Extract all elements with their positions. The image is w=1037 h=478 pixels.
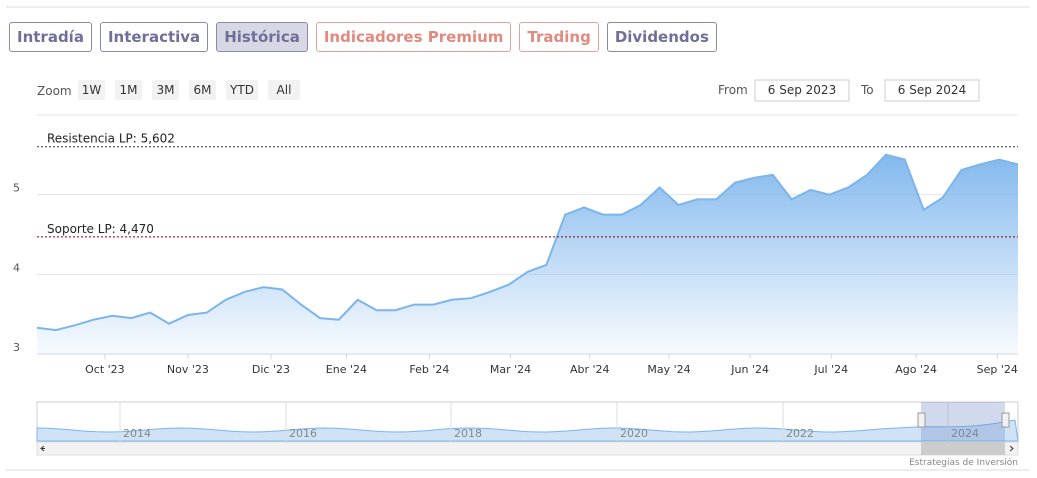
- x-tick-label: Jul '24: [813, 363, 848, 376]
- scroll-left[interactable]: [40, 445, 45, 452]
- x-tick-label: Abr '24: [570, 363, 610, 376]
- zoom-button[interactable]: [189, 80, 216, 100]
- y-tick-label: 4: [13, 261, 20, 274]
- navigator-label: 2014: [123, 427, 151, 440]
- zoom-button-label: YTD: [229, 83, 254, 97]
- zoom-button-label: 1M: [120, 83, 138, 97]
- x-tick-label: Oct '23: [85, 363, 125, 376]
- scroll-right[interactable]: [1009, 445, 1014, 452]
- x-tick-label: Jun '24: [730, 363, 769, 376]
- area: [37, 154, 1018, 354]
- x-tick-label: Ago '24: [895, 363, 937, 376]
- tab[interactable]: Histórica: [216, 22, 308, 52]
- from-date: 6 Sep 2023: [768, 83, 836, 97]
- x-tick-label: Dic '23: [252, 363, 290, 376]
- tab[interactable]: Interactiva: [99, 22, 209, 52]
- zoom-button[interactable]: [268, 80, 300, 100]
- plot-line-label: Soporte LP: 4,470: [47, 222, 154, 236]
- navigator-series: [36, 419, 1019, 442]
- navigator-label: 2016: [289, 427, 317, 440]
- zoom-button[interactable]: [226, 80, 258, 100]
- navigator-handle[interactable]: [917, 412, 926, 428]
- tab[interactable]: Trading: [519, 22, 599, 52]
- navigator-label: 2022: [786, 427, 814, 440]
- tab-bar: Intradía Interactiva Histórica Indicadores …: [9, 22, 717, 52]
- tab[interactable]: Dividendos: [606, 22, 717, 52]
- credit: Estrategias de Inversión: [909, 457, 1018, 468]
- zoom-button[interactable]: [152, 80, 179, 100]
- to-input[interactable]: [884, 79, 980, 102]
- navigator-label: 2024: [951, 427, 979, 440]
- plot-line-label: Resistencia LP: 5,602: [47, 132, 175, 146]
- y-tick-label: 5: [13, 182, 20, 195]
- x-tick-label: May '24: [647, 363, 690, 376]
- zoom-button[interactable]: [115, 80, 142, 100]
- x-tick-label: Nov '23: [167, 363, 209, 376]
- zoom-button-label: 6M: [194, 83, 212, 97]
- zoom-button[interactable]: [78, 80, 105, 100]
- x-tick-label: Ene '24: [326, 363, 367, 376]
- zoom-button-label: 3M: [157, 83, 175, 97]
- to-label: To: [860, 83, 874, 97]
- line: [36, 153, 1019, 332]
- x-tick-label: Mar '24: [490, 363, 531, 376]
- navigator-label: 2018: [454, 427, 482, 440]
- zoom-button-label: All: [277, 83, 292, 97]
- y-tick-label: 3: [13, 341, 20, 354]
- tab[interactable]: Intradía: [9, 22, 92, 52]
- tab[interactable]: Indicadores Premium: [315, 22, 512, 52]
- to-date: 6 Sep 2024: [898, 83, 966, 97]
- x-tick-label: Feb '24: [409, 363, 449, 376]
- navigator-handle[interactable]: [1001, 412, 1010, 428]
- from-input[interactable]: [754, 79, 850, 102]
- zoom-button-label: 1W: [82, 83, 102, 97]
- from-label: From: [718, 83, 748, 97]
- x-tick-label: Sep '24: [977, 363, 1018, 376]
- navigator-mask: [921, 402, 1005, 441]
- navigator-label: 2020: [620, 427, 648, 440]
- zoom-label: Zoom: [37, 84, 72, 98]
- scrollbar: [36, 441, 1019, 456]
- scrollbar-thumb[interactable]: [921, 442, 1005, 455]
